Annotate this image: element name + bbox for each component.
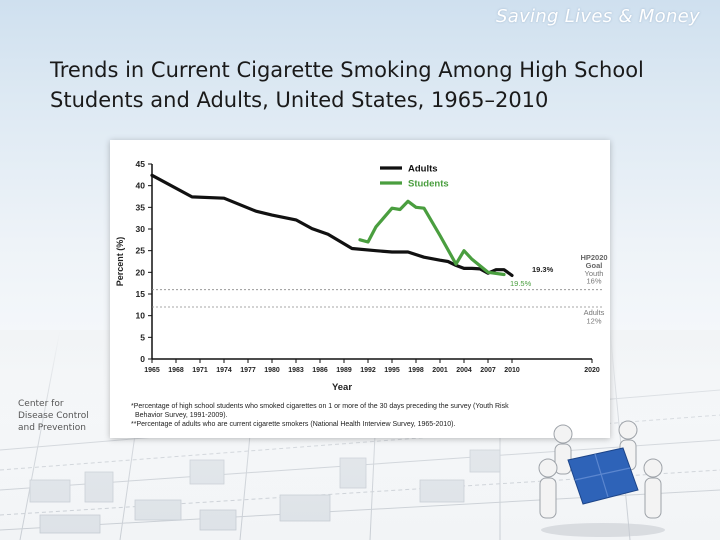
x-tick-label: 2020 xyxy=(584,367,600,374)
org-line-3: and Prevention xyxy=(18,423,86,433)
org-line-2: Disease Control xyxy=(18,411,89,421)
goal-value-adults: 12% xyxy=(586,316,601,325)
page-title: Trends in Current Cigarette Smoking Amon… xyxy=(50,55,690,115)
x-tick-label: 1995 xyxy=(384,367,400,374)
x-tick-label: 1974 xyxy=(216,367,232,374)
x-tick-label: 2001 xyxy=(432,367,448,374)
x-tick-label: 1980 xyxy=(264,367,280,374)
goal-label-adults: Adults xyxy=(584,308,605,317)
tagline: Saving Lives & Money xyxy=(496,6,700,27)
y-tick-label: 5 xyxy=(140,332,145,342)
goal-label-youth: Youth xyxy=(585,269,604,278)
y-tick-label: 45 xyxy=(136,159,146,169)
footnote-line-1: *Percentage of high school students who … xyxy=(131,403,509,410)
y-tick-label: 20 xyxy=(136,267,146,277)
x-tick-label: 1977 xyxy=(240,367,256,374)
organization-name: Center for Disease Control and Preventio… xyxy=(18,398,98,434)
goal-title-hp2020: HP2020 xyxy=(580,253,607,262)
goal-value-youth: 16% xyxy=(586,277,601,286)
x-tick-label: 2010 xyxy=(504,367,520,374)
footnote-line-3: **Percentage of adults who are current c… xyxy=(131,421,456,428)
org-line-1: Center for xyxy=(18,399,64,409)
series-line-students xyxy=(358,199,506,277)
title-line-2: Students and Adults, United States, 1965… xyxy=(50,88,549,112)
x-axis-label: Year xyxy=(332,382,352,393)
x-tick-label: 1965 xyxy=(144,367,160,374)
y-tick-label: 15 xyxy=(136,289,146,299)
smoking-trends-chart: 0 5 10 15 20 25 30 35 40 45 1965 1968 1971 1974 1977 19… xyxy=(115,159,608,393)
annotation-adults-end: 19.3% xyxy=(532,265,554,274)
y-tick-label: 40 xyxy=(136,181,146,191)
y-tick-label: 30 xyxy=(136,224,146,234)
y-tick-label: 0 xyxy=(140,354,145,364)
legend-label-adults: Adults xyxy=(408,164,438,175)
y-axis-label: Percent (%) xyxy=(115,237,125,287)
x-tick-label: 1983 xyxy=(288,367,304,374)
puzzle-team-figure xyxy=(538,420,665,537)
title-line-1: Trends in Current Cigarette Smoking Amon… xyxy=(50,58,644,82)
y-tick-label: 25 xyxy=(136,246,146,256)
x-tick-label: 1989 xyxy=(336,367,352,374)
footnote-line-2: Behavior Survey, 1991-2009). xyxy=(135,412,228,419)
series-line-adults xyxy=(150,173,514,277)
x-tick-label: 1992 xyxy=(360,367,376,374)
x-tick-label: 1986 xyxy=(312,367,328,374)
x-tick-label: 2007 xyxy=(480,367,496,374)
goal-title-goal: Goal xyxy=(586,261,603,270)
x-tick-label: 1998 xyxy=(408,367,424,374)
y-tick-label: 10 xyxy=(136,311,146,321)
x-tick-label: 1968 xyxy=(168,367,184,374)
legend-label-students: Students xyxy=(408,179,449,190)
x-tick-label: 1971 xyxy=(192,367,208,374)
chart-panel: 0 5 10 15 20 25 30 35 40 45 1965 1968 1971 1974 1977 19… xyxy=(110,140,610,438)
x-tick-label: 2004 xyxy=(456,367,472,374)
chart-footnotes: *Percentage of high school students who … xyxy=(131,402,601,429)
y-tick-label: 35 xyxy=(136,202,146,212)
annotation-students-end: 19.5% xyxy=(510,279,532,288)
